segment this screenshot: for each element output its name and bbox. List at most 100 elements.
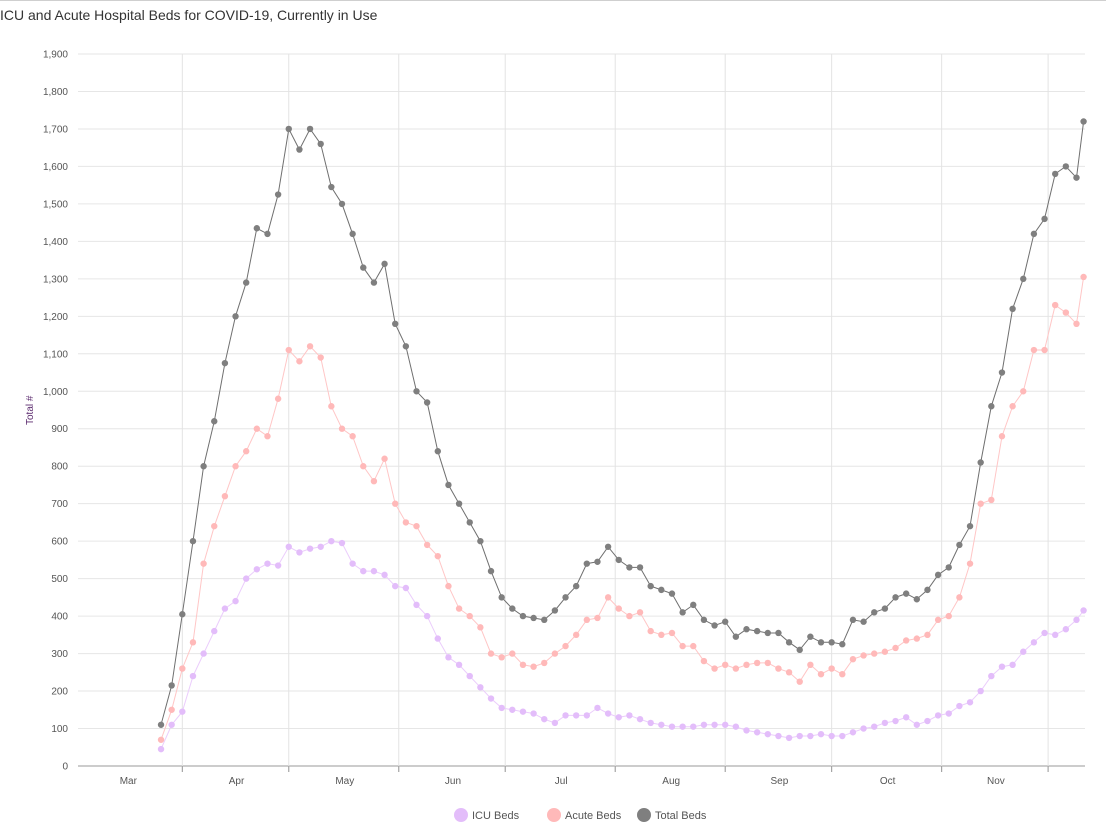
- y-tick-label: 600: [51, 537, 68, 548]
- data-point: [157, 745, 165, 753]
- x-tick-label: Sep: [771, 776, 789, 787]
- data-point: [860, 618, 867, 625]
- data-point: [455, 605, 463, 612]
- series-acute-beds: [157, 273, 1087, 743]
- data-point: [509, 650, 516, 657]
- data-point: [1080, 118, 1087, 125]
- y-tick-label: 1,100: [43, 349, 68, 360]
- data-point: [679, 723, 686, 730]
- data-point: [1009, 305, 1016, 313]
- data-point: [753, 729, 761, 736]
- data-point: [541, 659, 548, 667]
- data-point: [807, 661, 814, 669]
- data-point: [211, 627, 218, 635]
- y-tick-label: 1,000: [43, 387, 68, 398]
- series-icu-beds: [157, 537, 1087, 753]
- series-line: [160, 540, 1084, 750]
- data-point: [722, 721, 729, 728]
- data-point: [807, 732, 814, 740]
- data-point: [381, 260, 388, 268]
- data-point: [881, 648, 889, 655]
- data-point: [945, 564, 952, 571]
- y-tick-label: 1,800: [43, 87, 68, 98]
- data-point: [445, 654, 452, 661]
- data-point: [317, 543, 324, 550]
- x-tick-label: Apr: [229, 776, 245, 787]
- data-point: [913, 635, 921, 642]
- y-tick-label: 900: [51, 424, 68, 435]
- data-point: [498, 654, 505, 661]
- data-point: [1073, 616, 1080, 624]
- data-point: [413, 388, 420, 395]
- data-point: [775, 629, 782, 637]
- legend: ICU Beds Acute Beds Total Beds: [454, 808, 707, 822]
- data-point: [1051, 170, 1059, 178]
- data-point: [722, 661, 729, 669]
- data-point: [221, 605, 229, 612]
- data-point: [413, 522, 420, 530]
- data-point: [849, 729, 857, 736]
- data-point: [328, 403, 335, 410]
- data-point: [1080, 273, 1087, 281]
- data-point: [839, 732, 846, 740]
- data-point: [817, 730, 825, 738]
- data-point: [860, 725, 867, 732]
- data-point: [668, 723, 676, 730]
- data-point: [977, 459, 984, 466]
- data-point: [892, 717, 899, 725]
- y-tick-label: 0: [62, 762, 68, 773]
- data-point: [998, 663, 1006, 670]
- data-point: [604, 594, 612, 601]
- data-point: [264, 560, 271, 567]
- data-point: [264, 230, 271, 238]
- data-point: [168, 682, 175, 689]
- data-point: [924, 586, 931, 594]
- data-point: [168, 721, 175, 728]
- data-point: [274, 395, 282, 402]
- data-point: [924, 717, 931, 725]
- data-point: [913, 596, 921, 603]
- data-point: [828, 732, 835, 740]
- data-point: [988, 496, 995, 504]
- data-point: [1080, 607, 1087, 614]
- data-point: [796, 678, 803, 685]
- data-point: [349, 433, 356, 440]
- data-point: [764, 629, 771, 637]
- x-axis-ticks: Mar Apr May Jun Jul Aug Sep Oct Nov: [120, 776, 1005, 787]
- data-point: [753, 627, 761, 635]
- data-point: [934, 571, 942, 579]
- data-point: [871, 609, 878, 616]
- data-point: [509, 605, 516, 612]
- data-point: [1041, 346, 1048, 354]
- data-point: [722, 618, 729, 625]
- data-point: [647, 582, 654, 590]
- data-point: [551, 719, 559, 727]
- data-point: [349, 230, 356, 238]
- data-point: [583, 712, 591, 719]
- data-point: [572, 712, 580, 719]
- data-point: [189, 639, 197, 646]
- data-point: [828, 665, 835, 672]
- data-point: [785, 734, 793, 742]
- data-point: [817, 670, 825, 678]
- data-point: [966, 560, 974, 567]
- y-tick-label: 1,900: [43, 50, 68, 61]
- data-point: [285, 346, 292, 354]
- data-point: [423, 612, 431, 620]
- data-point: [274, 191, 282, 198]
- data-point: [296, 358, 303, 365]
- data-point: [1041, 215, 1048, 223]
- data-point: [1020, 275, 1027, 283]
- data-point: [200, 560, 207, 567]
- data-point: [1020, 388, 1027, 395]
- data-point: [541, 616, 548, 624]
- data-point: [849, 616, 857, 624]
- data-point: [402, 343, 410, 350]
- gridlines: [78, 53, 1085, 772]
- data-point: [242, 448, 250, 455]
- data-point: [402, 584, 410, 592]
- y-tick-label: 400: [51, 612, 68, 623]
- x-tick-label: Mar: [120, 776, 138, 787]
- data-point: [338, 200, 346, 208]
- data-point: [1030, 639, 1038, 646]
